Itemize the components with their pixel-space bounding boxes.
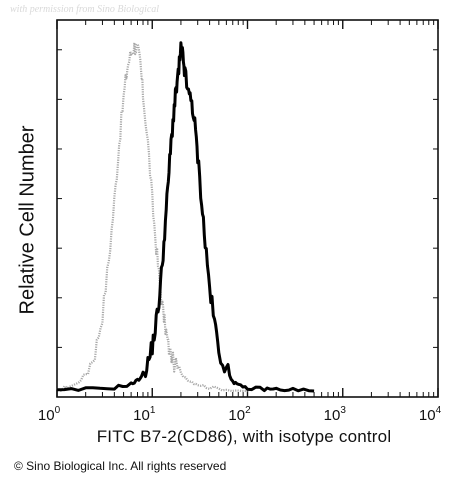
isotype-control-curve — [56, 41, 248, 393]
minor-ticks — [85, 20, 435, 397]
x-tick-label: 103 — [324, 405, 347, 424]
x-tick-label: 100 — [38, 405, 61, 424]
x-axis-label: FITC B7-2(CD86), with isotype control — [96, 427, 392, 446]
x-tick-label: 101 — [133, 405, 156, 424]
x-tick-label: 104 — [419, 405, 442, 424]
watermark-text: with permission from Sino Biological — [10, 4, 160, 15]
y-ticks — [57, 49, 438, 398]
x-tick-labels: 100 101 102 103 104 — [38, 405, 442, 424]
x-tick-label: 102 — [228, 405, 251, 424]
copyright-text: © Sino Biological Inc. All rights reserv… — [14, 459, 227, 473]
cd86-sample-curve — [56, 41, 315, 393]
major-ticks — [56, 20, 439, 397]
y-axis-label: Relative Cell Number — [16, 125, 39, 315]
